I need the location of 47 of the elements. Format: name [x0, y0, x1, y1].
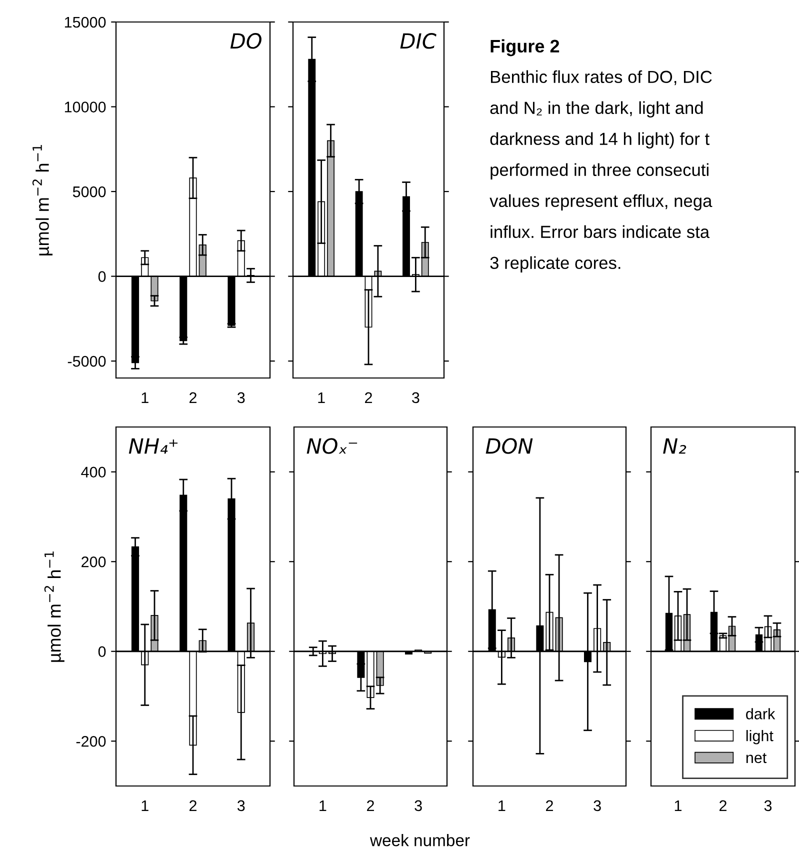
chart-title: NH₄⁺ — [128, 438, 178, 454]
y-tick-label: 10000 — [64, 102, 106, 112]
x-tick-label: 2 — [720, 800, 726, 811]
text: values represent efflux, nega — [490, 194, 712, 210]
text: Figure 2 — [490, 39, 560, 56]
legend-label: light — [746, 730, 774, 744]
y-tick-label: 400 — [81, 466, 106, 478]
text: 3 replicate cores. — [490, 256, 620, 272]
text: Benthic flux rates of DO, DIC — [490, 70, 712, 86]
y-tick-label: 15000 — [64, 16, 106, 28]
y-tick-label: 0 — [98, 646, 106, 658]
x-tick-label: 2 — [190, 392, 196, 403]
x-tick-label: 1 — [498, 800, 506, 811]
y-tick-label: 5000 — [72, 186, 106, 198]
x-tick-label: 2 — [190, 800, 196, 811]
y-tick-label: 200 — [82, 556, 106, 568]
x-tick-label: 1 — [142, 392, 148, 403]
x-tick-label: 1 — [318, 392, 325, 403]
chart-title: N₂ — [663, 438, 686, 454]
chart-title: DO — [230, 33, 262, 49]
legend-label: net — [746, 753, 767, 764]
x-tick-label: 1 — [320, 800, 326, 811]
x-tick-label: 3 — [237, 392, 245, 404]
y-tick-label: 0 — [98, 271, 106, 282]
x-tick-label: 2 — [365, 392, 372, 403]
x-tick-label: 2 — [546, 800, 553, 811]
x-tick-label: 3 — [414, 800, 422, 812]
text: influx. Error bars indicate sta — [490, 225, 710, 238]
x-tick-label: 3 — [237, 800, 245, 812]
text: performed in three consecuti — [490, 163, 708, 180]
x-tick-label: 1 — [142, 800, 148, 811]
legend-label: dark — [746, 708, 776, 720]
chart-title: DIC — [400, 33, 436, 49]
x-tick-label: 3 — [412, 392, 420, 404]
y-tick-label: -200 — [76, 736, 106, 747]
chart-title: DON — [486, 438, 533, 454]
x-axis-title: week number — [370, 834, 470, 846]
x-tick-label: 2 — [367, 800, 374, 811]
text: darkness and 14 h light) for t — [490, 132, 710, 148]
x-tick-label: 3 — [764, 800, 772, 812]
y-axis-title: µmol m$^{−2}$ h$^{−1}$ — [32, 145, 53, 256]
y-tick-label: -5000 — [68, 356, 106, 367]
x-tick-label: 1 — [674, 800, 682, 811]
chart-title: NOₓ⁻ — [306, 438, 358, 454]
x-tick-label: 3 — [594, 800, 601, 812]
text: and N₂ in the dark, light and — [490, 101, 703, 118]
y-axis-title: µmol m$^{−2}$ h$^{−1}$ — [44, 552, 64, 662]
